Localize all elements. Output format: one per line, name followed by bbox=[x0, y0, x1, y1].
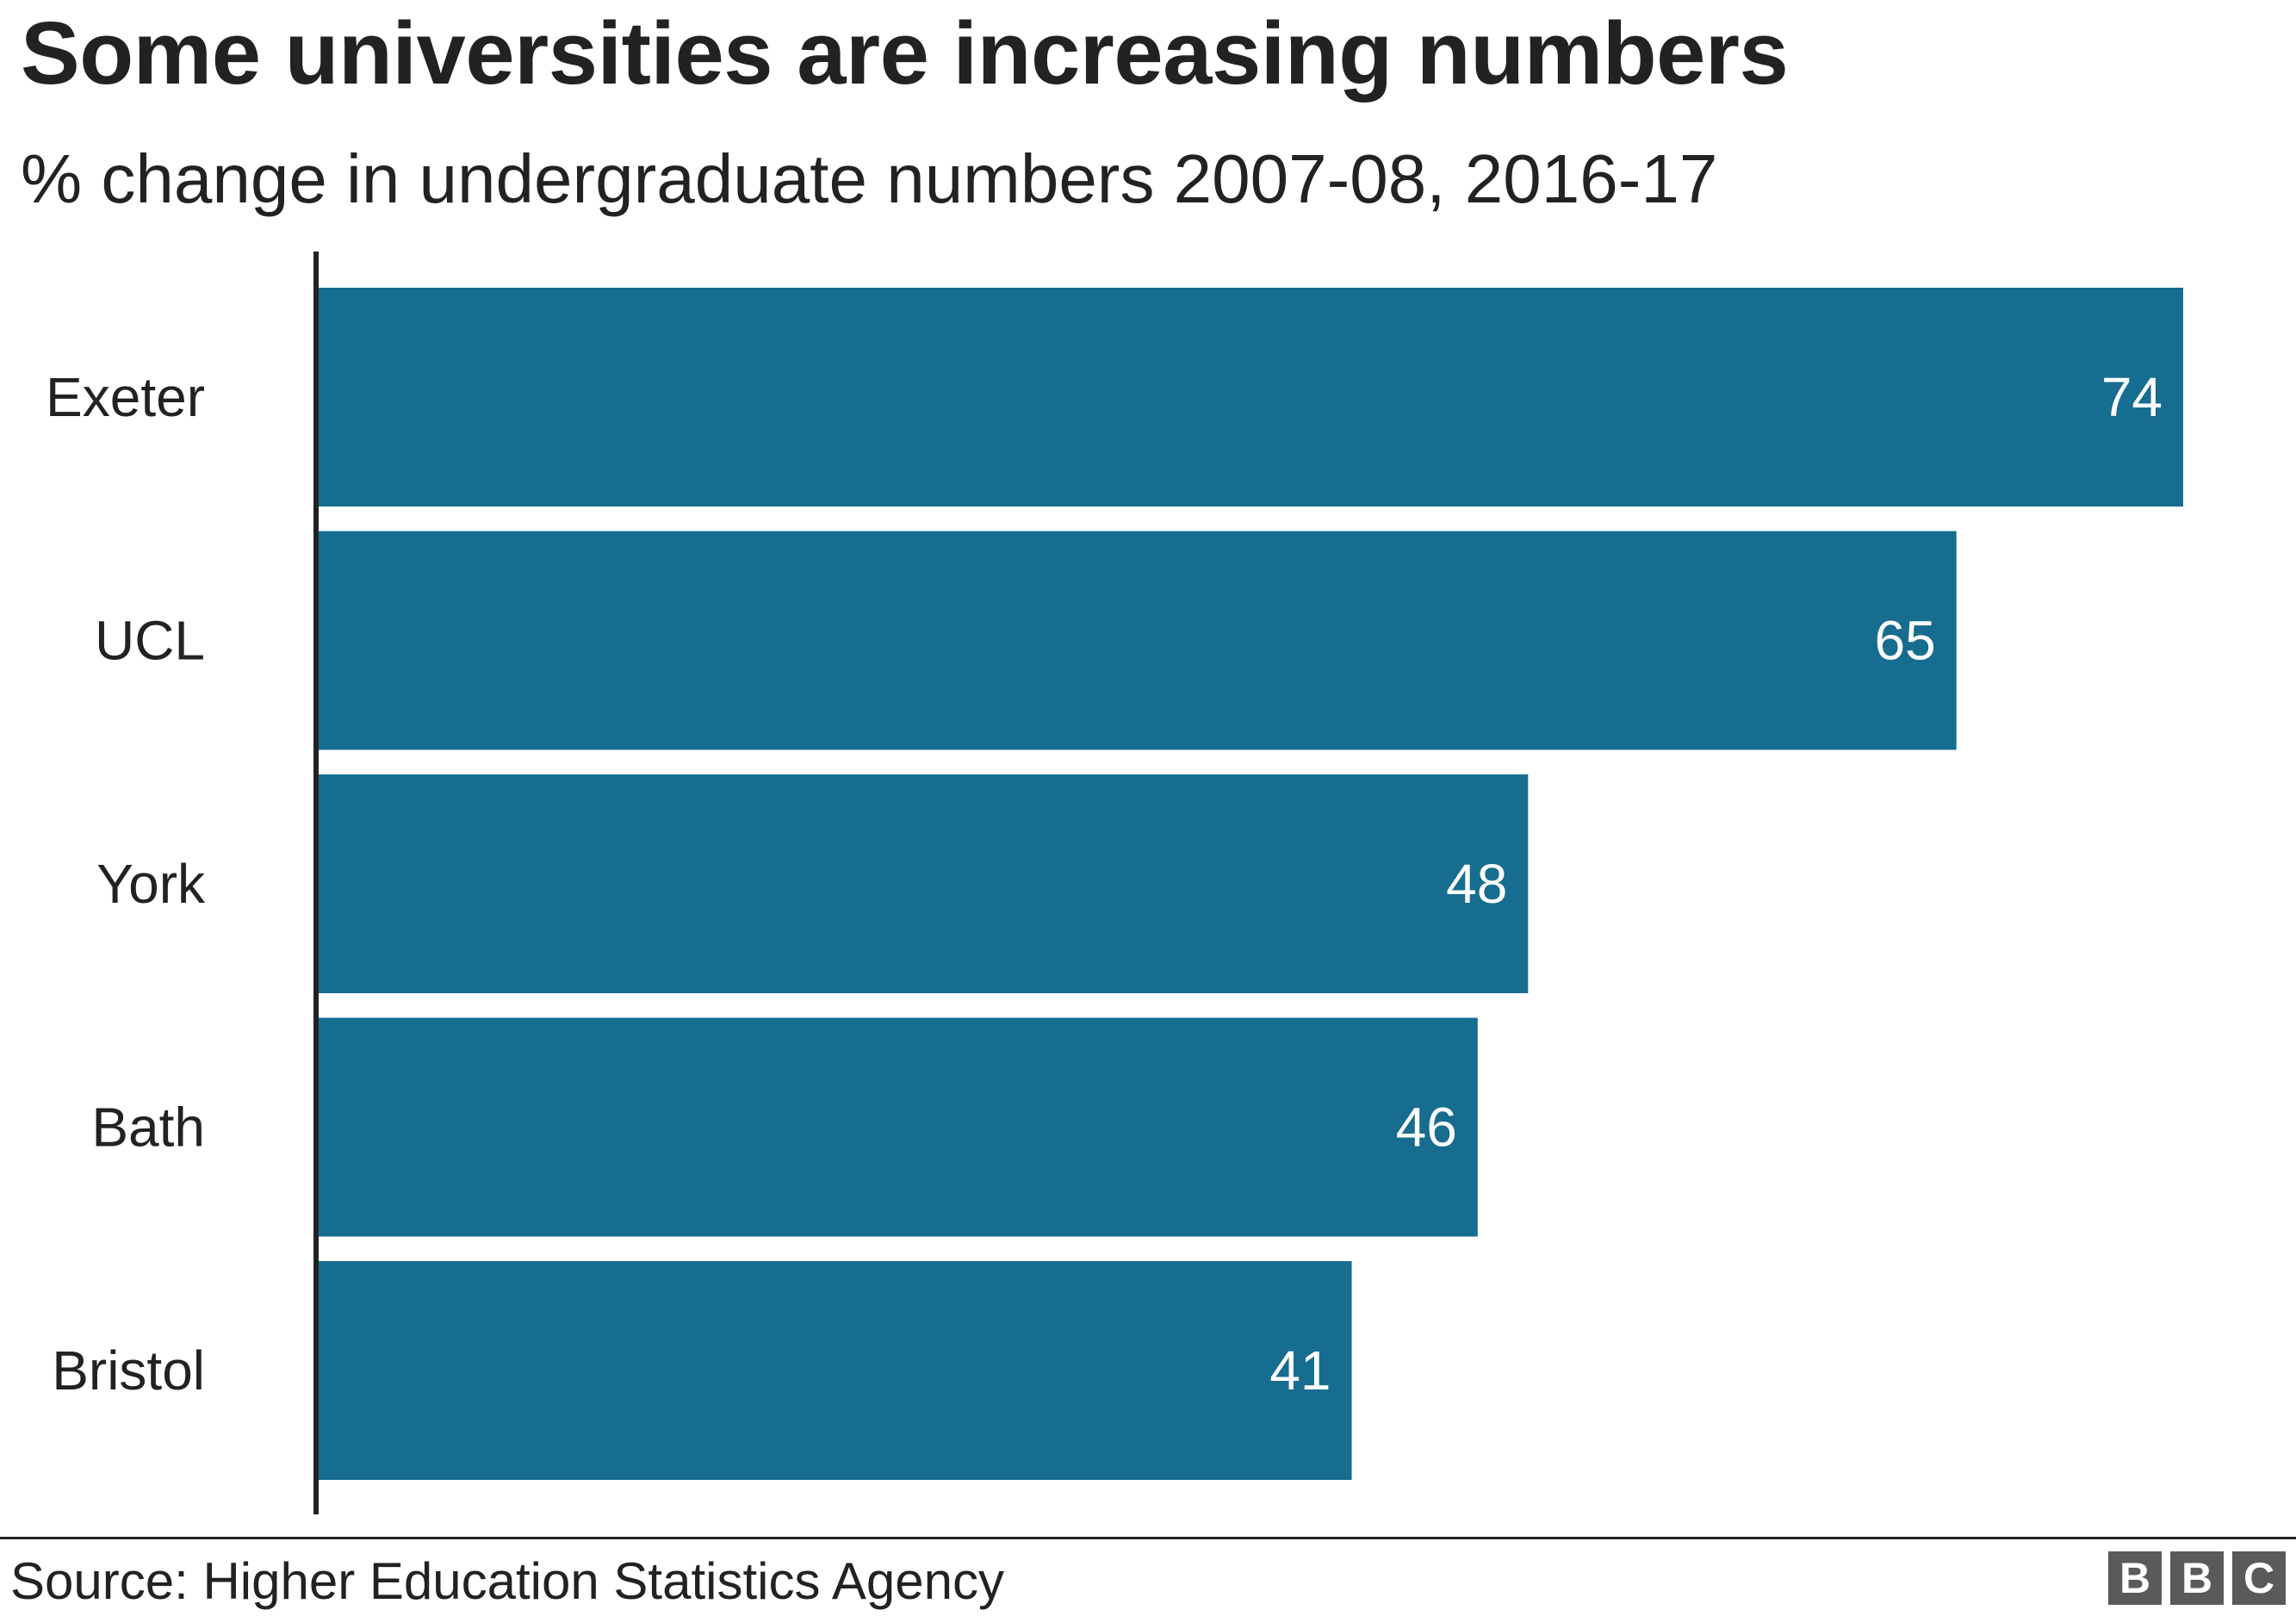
category-label-bristol: Bristol bbox=[52, 1339, 205, 1402]
category-label-ucl: UCL bbox=[95, 610, 205, 672]
source-note: Source: Higher Education Statistics Agen… bbox=[10, 1552, 1004, 1610]
chart-title: Some universities are increasing numbers bbox=[21, 3, 1789, 103]
bar-exeter bbox=[319, 288, 2183, 507]
bbc-logo: B B C bbox=[2108, 1551, 2286, 1605]
value-label-bath: 46 bbox=[1396, 1097, 1457, 1159]
bbc-logo-letter-3: C bbox=[2232, 1551, 2286, 1605]
chart-subtitle: % change in undergraduate numbers 2007-0… bbox=[21, 140, 1718, 217]
category-label-york: York bbox=[96, 853, 206, 915]
value-label-york: 48 bbox=[1446, 853, 1507, 915]
value-label-exeter: 74 bbox=[2101, 366, 2163, 428]
bar-ucl bbox=[319, 531, 1957, 750]
value-label-bristol: 41 bbox=[1269, 1339, 1331, 1402]
footer-divider bbox=[0, 1537, 2296, 1539]
bar-bath bbox=[319, 1017, 1478, 1237]
bbc-logo-letter-2: B bbox=[2170, 1551, 2224, 1605]
bbc-logo-letter-1: B bbox=[2108, 1551, 2162, 1605]
bar-bristol bbox=[319, 1261, 1352, 1480]
bar-york bbox=[319, 774, 1529, 993]
category-label-bath: Bath bbox=[91, 1097, 205, 1159]
value-label-ucl: 65 bbox=[1875, 610, 1936, 672]
category-label-exeter: Exeter bbox=[46, 366, 205, 428]
